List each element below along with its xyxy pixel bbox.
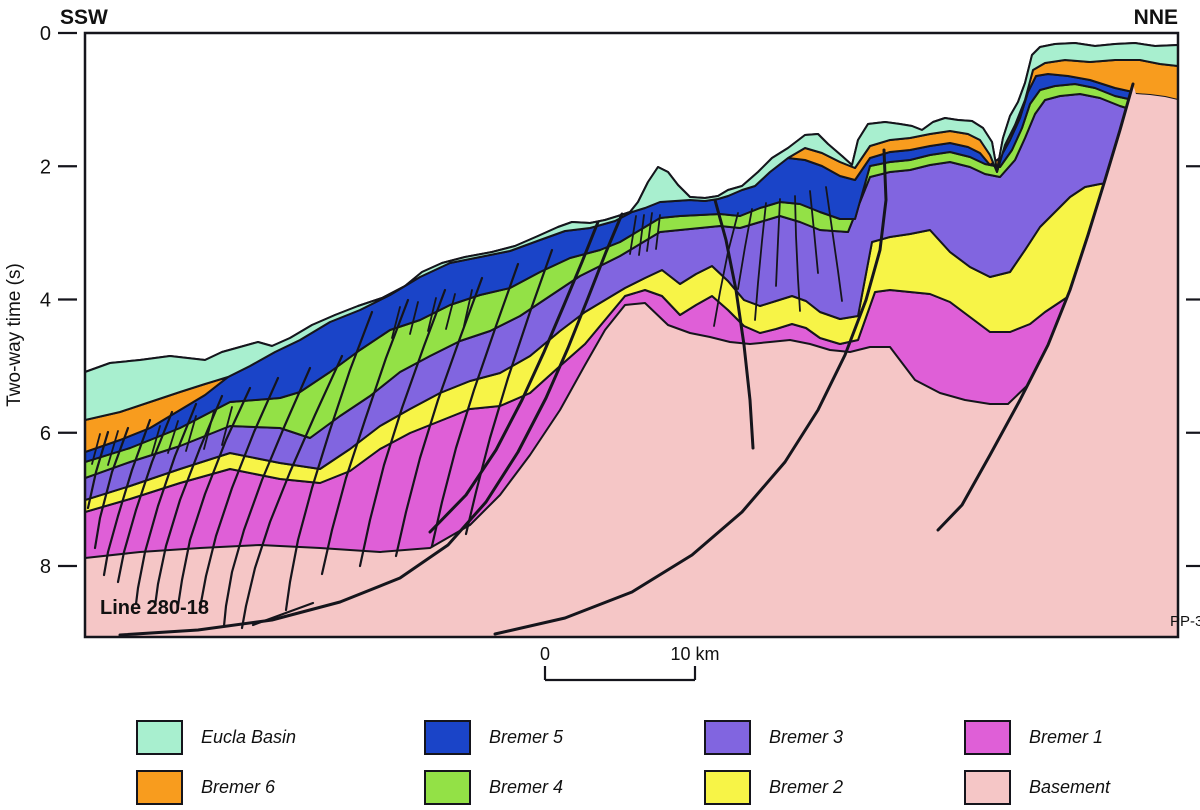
legend-swatch-bremer-3	[704, 719, 751, 755]
fault-line	[775, 198, 781, 287]
fault-line	[464, 248, 554, 536]
legend-swatch-eucla-basin	[136, 719, 183, 755]
fault-line	[825, 186, 843, 302]
fault-line	[430, 262, 520, 548]
fault-line	[428, 220, 600, 534]
fault-line	[809, 190, 819, 274]
fault-line	[320, 298, 410, 576]
legend-label: Eucla Basin	[201, 726, 297, 747]
legend-swatch-basement	[964, 769, 1011, 805]
legend-swatch-bremer-2	[704, 769, 751, 805]
fault-line	[107, 430, 119, 466]
figure-number: PP-3558-8	[1170, 613, 1200, 630]
legend-label: Bremer 4	[489, 776, 564, 797]
fault-line	[176, 386, 252, 608]
stratigraphic-units	[85, 42, 1178, 637]
fault-line	[116, 410, 174, 584]
legend-item-bremer-5: Bremer 5	[424, 712, 704, 762]
fault-line	[713, 212, 739, 327]
legend-item-basement: Basement	[964, 762, 1200, 810]
legend-swatch-bremer-6	[136, 769, 183, 805]
fault-line	[445, 293, 456, 330]
unit-eucla-basin	[85, 42, 1178, 421]
axes: 0 2 4 6 8	[40, 23, 1200, 639]
orientation-label-ssw: SSW	[60, 6, 108, 29]
fault-line	[222, 366, 312, 628]
fault-line	[284, 310, 374, 612]
fault-line	[427, 297, 437, 332]
orientation-label-nne: NNE	[1134, 6, 1178, 29]
fault-line	[394, 276, 484, 558]
scale-bar	[543, 666, 697, 682]
fault-line	[409, 301, 419, 335]
fault-line	[153, 394, 224, 608]
fault-line	[93, 426, 130, 550]
legend-swatch-bremer-4	[424, 769, 471, 805]
fault-line	[463, 289, 473, 327]
fault-line	[118, 212, 624, 637]
legend-item-bremer-1: Bremer 1	[964, 712, 1200, 762]
axis-tick-label: 8	[40, 556, 51, 578]
unit-basement-footwall	[946, 84, 1178, 637]
scalebar-end-label: 10 km	[670, 644, 719, 664]
legend-item-bremer-3: Bremer 3	[704, 712, 964, 762]
fault-line	[655, 214, 661, 250]
axis-tick-label: 6	[40, 423, 51, 445]
fault-line	[629, 215, 637, 255]
fault-line	[646, 212, 653, 252]
fault-line	[737, 208, 753, 290]
fault-line	[638, 214, 645, 256]
plot-border	[83, 31, 1180, 639]
legend-item-bremer-4: Bremer 4	[424, 762, 704, 810]
legend-swatch-bremer-1	[964, 719, 1011, 755]
axis-tick-label: 2	[40, 156, 51, 178]
legend-label: Bremer 2	[769, 776, 844, 797]
fault-line	[391, 306, 401, 339]
axis-tick-label: 4	[40, 290, 51, 312]
fault-line	[198, 376, 280, 610]
fault-line	[185, 415, 197, 452]
y-axis-title: Two-way time (s)	[4, 263, 25, 407]
legend-label: Basement	[1029, 776, 1111, 797]
fault-line	[102, 418, 152, 577]
fault-line	[167, 420, 179, 454]
fault-line	[493, 148, 888, 636]
legend-item-bremer-2: Bremer 2	[704, 762, 964, 810]
fault-line	[240, 354, 344, 630]
fault-line	[713, 198, 755, 450]
fault-line	[91, 433, 101, 465]
fault-line	[251, 601, 315, 627]
fault-lines	[86, 82, 1135, 637]
fault-line	[134, 402, 198, 606]
legend-swatch-bremer-5	[424, 719, 471, 755]
legend-item-bremer-6: Bremer 6	[136, 762, 424, 810]
fault-line	[936, 82, 1135, 532]
seismic-line-label: Line 280-18	[100, 597, 209, 619]
legend-item-eucla-basin: Eucla Basin	[136, 712, 424, 762]
fault-line	[221, 406, 233, 446]
scalebar-start-label: 0	[540, 644, 550, 664]
legend-label: Bremer 1	[1029, 726, 1104, 747]
fault-line	[203, 410, 215, 450]
axis-tick-label: 0	[40, 23, 51, 45]
legend-label: Bremer 3	[769, 726, 844, 747]
legend: Eucla Basin Bremer 6 Bremer 5 Bremer 4 Breme…	[136, 712, 1200, 810]
fault-line	[754, 202, 767, 321]
fault-line	[794, 195, 801, 312]
fault-line	[151, 425, 161, 455]
fault-line	[86, 430, 110, 510]
fault-line	[358, 288, 447, 568]
legend-label: Bremer 5	[489, 726, 564, 747]
legend-label: Bremer 6	[201, 776, 276, 797]
